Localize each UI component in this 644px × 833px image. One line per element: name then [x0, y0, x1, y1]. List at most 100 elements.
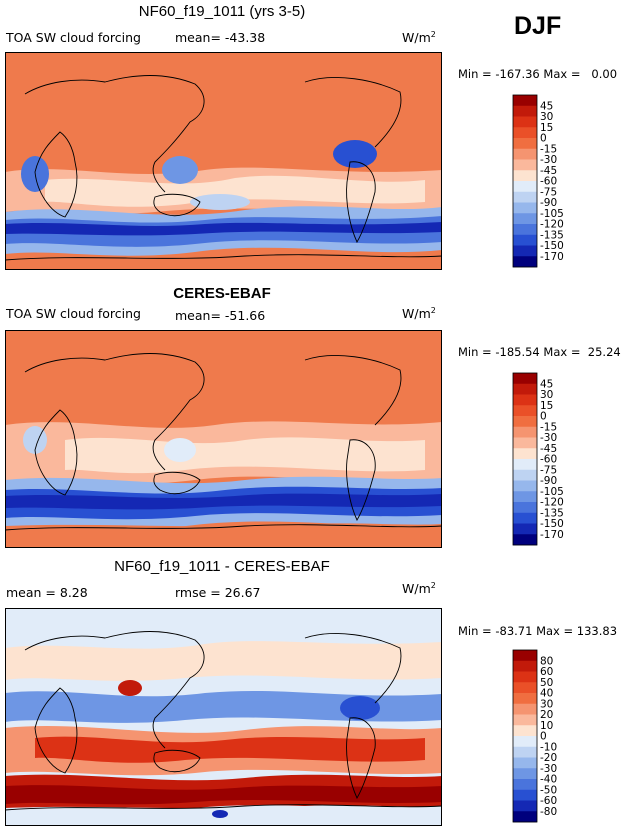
- colorbar-swatch: [513, 703, 537, 715]
- colorbar-tick-label: 30: [540, 389, 553, 401]
- panel1-colorbar: 45 30 15 0 -15 -30 -45 -60 -75 -90 -105 -120 -135 -15…: [505, 93, 565, 269]
- season-label: DJF: [514, 12, 562, 40]
- colorbar-tick-label: 30: [540, 698, 553, 710]
- colorbar-swatch: [513, 789, 537, 801]
- colorbar-tick-label: -30: [540, 763, 557, 775]
- panel3-rmse-label: rmse = 26.67: [175, 585, 261, 600]
- colorbar-tick-label: -120: [540, 219, 564, 231]
- colorbar-swatch: [513, 394, 537, 406]
- colorbar-tick-label: 15: [540, 400, 553, 412]
- colorbar-tick-label: -20: [540, 752, 557, 764]
- colorbar-tick-label: -60: [540, 454, 557, 466]
- colorbar-tick-label: -90: [540, 197, 557, 209]
- panel3-colorbar: 80 60 50 40 30 20 10 0 -10 -20 -30 -40 -50 -60 -80: [505, 648, 565, 824]
- panel2-field-label: TOA SW cloud forcing: [6, 306, 141, 321]
- colorbar-swatch: [513, 725, 537, 737]
- colorbar-tick-label: -150: [540, 518, 564, 530]
- colorbar-tick-label: -45: [540, 165, 557, 177]
- colorbar-swatch: [513, 213, 537, 225]
- colorbar-swatch: [513, 170, 537, 182]
- colorbar-swatch: [513, 416, 537, 428]
- panel1-units: W/m2: [402, 30, 436, 46]
- colorbar-swatch: [513, 512, 537, 524]
- colorbar-swatch: [513, 95, 537, 107]
- colorbar-swatch: [513, 779, 537, 791]
- colorbar-tick-label: -170: [540, 529, 564, 541]
- colorbar-swatch: [513, 181, 537, 193]
- colorbar-tick-label: -60: [540, 795, 557, 807]
- colorbar-tick-label: 10: [540, 720, 553, 732]
- colorbar-swatch: [513, 405, 537, 417]
- colorbar-tick-label: 15: [540, 122, 553, 134]
- colorbar-swatch: [513, 660, 537, 672]
- colorbar-swatch: [513, 534, 537, 546]
- colorbar-tick-label: 40: [540, 688, 553, 700]
- colorbar-tick-label: -15: [540, 143, 557, 155]
- colorbar-tick-label: 60: [540, 666, 553, 678]
- colorbar-tick-label: -90: [540, 475, 557, 487]
- colorbar-swatch: [513, 234, 537, 246]
- colorbar-tick-label: 20: [540, 709, 553, 721]
- panel2-colorbar: 45 30 15 0 -15 -30 -45 -60 -75 -90 -105 -120 -135 -15…: [505, 371, 565, 547]
- colorbar-swatch: [513, 469, 537, 481]
- panel2-map-svg: [4, 330, 443, 548]
- panel1-map: [4, 52, 443, 270]
- panel1-min-max: Min = -167.36 Max = 0.00: [458, 67, 618, 81]
- colorbar-swatch: [513, 800, 537, 812]
- colorbar-tick-label: 45: [540, 378, 553, 390]
- panel1-map-svg: [4, 52, 443, 270]
- colorbar-swatch: [513, 191, 537, 203]
- colorbar-tick-label: -40: [540, 774, 557, 786]
- colorbar-swatch: [513, 202, 537, 214]
- panel2-map: [4, 330, 443, 548]
- panel1-mean-label: mean= -43.38: [175, 30, 266, 45]
- colorbar-swatch: [513, 256, 537, 268]
- colorbar-tick-label: -15: [540, 421, 557, 433]
- colorbar-swatch: [513, 746, 537, 758]
- colorbar-swatch: [513, 138, 537, 150]
- colorbar-swatch: [513, 714, 537, 726]
- colorbar-swatch: [513, 757, 537, 769]
- colorbar-tick-label: -50: [540, 784, 557, 796]
- colorbar-tick-label: -45: [540, 443, 557, 455]
- panel1-colorbar-svg: 4530150-15-30-45-60-75-90-105-120-135-15…: [512, 94, 564, 268]
- colorbar-swatch: [513, 480, 537, 492]
- colorbar-tick-label: 0: [540, 133, 547, 145]
- colorbar-tick-label: -75: [540, 186, 557, 198]
- colorbar-tick-label: 0: [540, 731, 547, 743]
- panel3-title: NF60_f19_1011 - CERES-EBAF: [114, 558, 330, 575]
- colorbar-swatch: [513, 768, 537, 780]
- panel3-units: W/m2: [402, 581, 436, 597]
- colorbar-tick-label: -75: [540, 464, 557, 476]
- colorbar-tick-label: -105: [540, 208, 564, 220]
- colorbar-tick-label: -10: [540, 741, 557, 753]
- panel2-mean-label: mean= -51.66: [175, 308, 266, 323]
- colorbar-swatch: [513, 491, 537, 503]
- panel2-colorbar-svg: 4530150-15-30-45-60-75-90-105-120-135-15…: [512, 372, 564, 546]
- panel1-title: NF60_f19_1011 (yrs 3-5): [138, 3, 306, 20]
- panel2-title: CERES-EBAF: [173, 285, 271, 302]
- panel2-min-max: Min = -185.54 Max = 25.24: [458, 345, 621, 359]
- colorbar-swatch: [513, 459, 537, 471]
- colorbar-swatch: [513, 127, 537, 139]
- colorbar-swatch: [513, 245, 537, 257]
- colorbar-swatch: [513, 383, 537, 395]
- colorbar-tick-label: -135: [540, 229, 564, 241]
- colorbar-swatch: [513, 159, 537, 171]
- colorbar-tick-label: -120: [540, 497, 564, 509]
- colorbar-swatch: [513, 502, 537, 514]
- colorbar-swatch: [513, 105, 537, 117]
- panel3-map: [4, 608, 443, 826]
- colorbar-tick-label: -150: [540, 240, 564, 252]
- panel1-field-label: TOA SW cloud forcing: [6, 30, 141, 45]
- colorbar-frame: [512, 372, 538, 546]
- colorbar-frame: [512, 94, 538, 268]
- colorbar-tick-label: -170: [540, 251, 564, 263]
- colorbar-frame: [512, 649, 538, 823]
- colorbar-swatch: [513, 426, 537, 438]
- colorbar-tick-label: 0: [540, 411, 547, 423]
- colorbar-tick-label: -135: [540, 507, 564, 519]
- colorbar-tick-label: 45: [540, 100, 553, 112]
- panel3-min-max: Min = -83.71 Max = 133.83: [458, 624, 618, 638]
